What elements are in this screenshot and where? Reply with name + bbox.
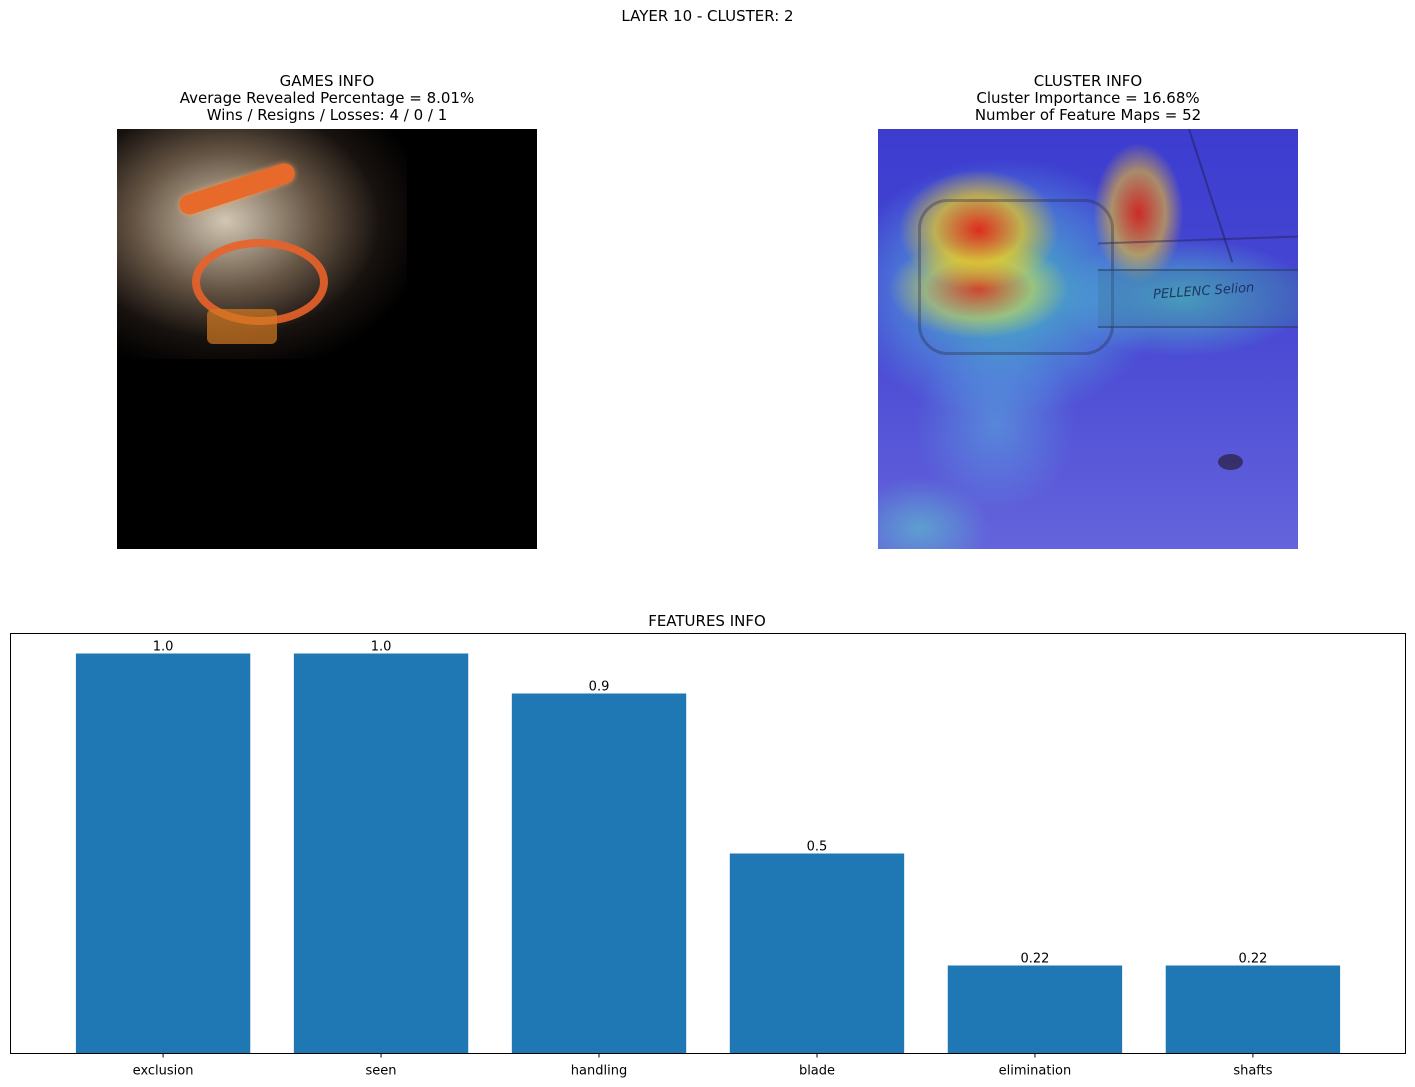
cluster-info-feature-maps: Number of Feature Maps = 52 <box>974 106 1202 124</box>
bar-handling <box>511 693 687 1054</box>
figure-suptitle: LAYER 10 - CLUSTER: 2 <box>621 7 794 25</box>
bar-seen <box>293 653 469 1054</box>
bars-layer: 1.0 exclusion 1.0 seen 0.9 handling 0.5 blade 0.… <box>75 640 1341 1079</box>
bar-shafts <box>1165 965 1341 1054</box>
bar-value-label: 0.5 <box>807 840 828 855</box>
x-tick-label: seen <box>366 1064 397 1079</box>
cluster-info-title: CLUSTER INFO <box>1033 72 1143 90</box>
plot-frame <box>10 633 1406 1054</box>
masked-game-image <box>117 129 537 549</box>
chart-title: FEATURES INFO <box>648 612 766 630</box>
x-tick-label: blade <box>799 1064 835 1079</box>
x-tick-label: elimination <box>999 1064 1072 1079</box>
chainsaw-blade <box>1098 269 1298 328</box>
floor-stain <box>1218 454 1243 470</box>
bar-exclusion <box>75 653 251 1054</box>
x-tick-label: exclusion <box>133 1064 194 1079</box>
bar-blade <box>729 853 905 1054</box>
bar-value-label: 0.22 <box>1020 952 1049 967</box>
bar-value-label: 0.22 <box>1238 952 1267 967</box>
chainsaw-outline <box>918 199 1114 355</box>
bar-value-label: 1.0 <box>371 640 392 655</box>
games-info-record: Wins / Resigns / Losses: 4 / 0 / 1 <box>206 106 448 124</box>
bar-value-label: 1.0 <box>153 640 174 655</box>
chainsaw-body <box>207 309 277 344</box>
x-tick-label: shafts <box>1233 1064 1272 1079</box>
x-tick-label: handling <box>571 1064 627 1079</box>
games-info-revealed: Average Revealed Percentage = 8.01% <box>179 89 475 107</box>
cluster-info-importance: Cluster Importance = 16.68% <box>976 89 1200 107</box>
cluster-heatmap-image: PELLENC Selion <box>878 129 1298 549</box>
bar-elimination <box>947 965 1123 1054</box>
games-info-title: GAMES INFO <box>279 72 375 90</box>
bar-value-label: 0.9 <box>589 680 610 695</box>
cluster-info-title-block: CLUSTER INFO Cluster Importance = 16.68%… <box>878 73 1298 124</box>
games-info-title-block: GAMES INFO Average Revealed Percentage =… <box>117 73 537 124</box>
